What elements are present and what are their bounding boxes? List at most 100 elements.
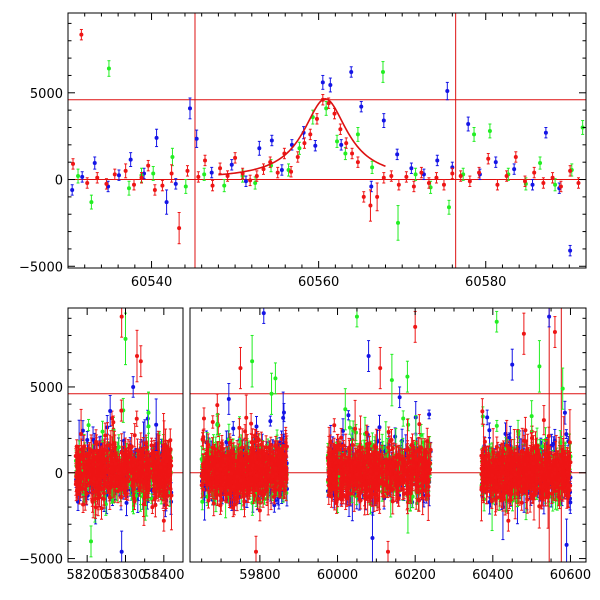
data-point-marker	[134, 416, 139, 421]
data-point-marker	[183, 184, 188, 189]
data-point-marker	[313, 143, 318, 148]
data-point-marker	[185, 168, 190, 173]
data-point-marker	[151, 171, 156, 176]
data-point-marker	[404, 174, 409, 179]
data-point-marker	[164, 200, 169, 205]
data-point-marker	[112, 172, 117, 177]
data-point-marker	[467, 179, 472, 184]
y-tick-label: 5000	[30, 87, 63, 102]
data-point-marker	[550, 175, 555, 180]
data-point	[170, 147, 175, 167]
data-point	[128, 152, 133, 168]
data-point	[81, 496, 86, 514]
data-point-marker	[558, 184, 563, 189]
data-point	[85, 430, 90, 450]
data-point-marker	[426, 181, 431, 185]
data-point	[355, 156, 360, 168]
data-point	[194, 129, 199, 148]
data-point-marker	[81, 502, 86, 507]
data-point	[89, 194, 94, 210]
data-point	[434, 172, 439, 184]
data-point	[344, 137, 349, 149]
data-point-marker	[229, 162, 234, 167]
data-point-marker	[169, 171, 174, 176]
data-point	[183, 179, 188, 194]
data-point	[80, 171, 85, 183]
data-point-marker	[326, 101, 331, 106]
data-point	[132, 179, 137, 191]
data-point	[152, 184, 157, 196]
data-point	[513, 151, 518, 163]
data-point-marker	[472, 132, 477, 137]
data-point	[558, 180, 563, 193]
data-point-marker	[328, 82, 333, 87]
x-tick-label: 60560	[298, 275, 339, 290]
data-point-marker	[355, 160, 360, 165]
data-point-marker	[126, 186, 131, 191]
data-point-marker	[450, 171, 455, 176]
data-point-marker	[419, 170, 424, 175]
data-point	[335, 134, 340, 148]
data-point-marker	[441, 182, 446, 187]
model-curve	[218, 98, 386, 176]
data-point	[466, 116, 471, 132]
data-point	[149, 437, 154, 454]
data-point	[396, 179, 401, 191]
data-point	[295, 151, 300, 163]
data-point-marker	[289, 169, 294, 174]
data-point	[530, 179, 535, 191]
data-point-marker	[132, 182, 137, 187]
data-point-marker	[89, 200, 94, 205]
data-point	[381, 113, 386, 128]
data-point	[196, 171, 201, 183]
data-point	[248, 174, 253, 187]
data-point-marker	[144, 441, 149, 446]
data-point-marker	[435, 158, 440, 163]
data-point-marker	[254, 174, 259, 179]
y-tick-label: 0	[55, 174, 63, 189]
data-point-marker	[149, 443, 154, 448]
data-point	[411, 180, 416, 193]
data-point	[445, 81, 450, 101]
data-point-marker	[146, 163, 151, 168]
data-point-marker	[152, 187, 157, 192]
data-point-marker	[95, 175, 100, 180]
data-point-marker	[343, 151, 348, 156]
data-point-marker	[308, 132, 313, 137]
data-point-marker	[105, 443, 110, 448]
data-point-marker	[523, 179, 528, 184]
data-point	[435, 154, 440, 167]
data-point-marker	[396, 182, 401, 187]
data-point	[441, 179, 446, 191]
data-point-marker	[103, 433, 108, 438]
data-point	[105, 422, 110, 469]
data-point	[576, 177, 581, 189]
data-point-marker	[530, 182, 535, 187]
data-point	[404, 171, 409, 183]
data-point-marker	[369, 184, 374, 189]
data-point-marker	[543, 130, 548, 135]
data-point	[370, 160, 375, 174]
data-point	[523, 175, 528, 187]
data-point	[202, 167, 207, 181]
data-point-marker	[486, 156, 491, 161]
data-point	[169, 164, 174, 183]
data-point	[359, 100, 364, 113]
series-blue	[70, 66, 573, 257]
data-point	[154, 128, 159, 148]
y-tick-label: −5000	[19, 260, 63, 275]
data-point-marker	[233, 155, 238, 160]
data-point	[339, 139, 344, 151]
data-point	[225, 170, 230, 182]
data-point-marker	[85, 181, 90, 185]
data-point-marker	[74, 474, 79, 479]
data-point-marker	[134, 493, 139, 498]
data-point-marker	[349, 69, 354, 74]
data-point	[349, 66, 354, 78]
data-point-marker	[79, 32, 84, 37]
data-point-marker	[370, 165, 375, 170]
data-point-marker	[477, 170, 482, 175]
data-point-marker	[124, 500, 129, 505]
data-point-marker	[116, 173, 121, 178]
